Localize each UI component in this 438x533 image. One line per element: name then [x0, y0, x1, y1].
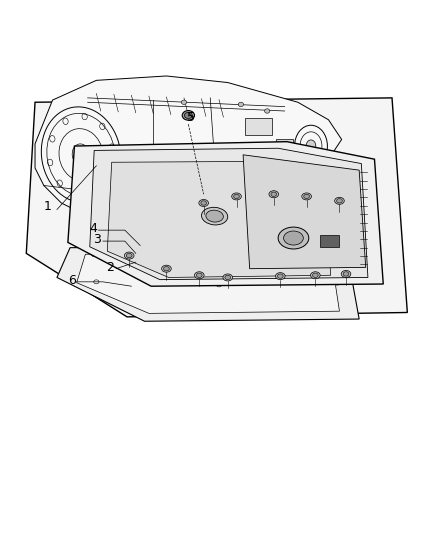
Text: 3: 3: [93, 233, 101, 246]
Polygon shape: [26, 98, 407, 317]
Ellipse shape: [201, 207, 228, 225]
Ellipse shape: [313, 273, 318, 278]
Bar: [245, 118, 272, 135]
Ellipse shape: [162, 265, 171, 272]
Ellipse shape: [199, 199, 208, 206]
Ellipse shape: [343, 272, 349, 276]
Text: 6: 6: [68, 274, 76, 287]
Ellipse shape: [269, 191, 279, 198]
Ellipse shape: [341, 270, 351, 278]
Ellipse shape: [201, 201, 207, 205]
Polygon shape: [57, 247, 359, 321]
Polygon shape: [77, 253, 339, 313]
Ellipse shape: [335, 197, 344, 204]
Ellipse shape: [206, 210, 223, 222]
Ellipse shape: [336, 199, 343, 203]
Polygon shape: [68, 142, 383, 286]
Ellipse shape: [279, 192, 282, 197]
Polygon shape: [35, 76, 342, 231]
Text: 5: 5: [187, 111, 195, 124]
Ellipse shape: [284, 231, 304, 245]
Ellipse shape: [232, 193, 241, 200]
Polygon shape: [90, 148, 368, 280]
Ellipse shape: [182, 110, 194, 120]
Ellipse shape: [276, 273, 285, 280]
Ellipse shape: [296, 192, 300, 197]
Polygon shape: [107, 161, 331, 278]
Polygon shape: [243, 155, 366, 269]
Ellipse shape: [311, 272, 320, 279]
Ellipse shape: [287, 192, 291, 197]
Ellipse shape: [163, 266, 169, 271]
Ellipse shape: [196, 273, 202, 278]
Ellipse shape: [271, 192, 277, 197]
Ellipse shape: [184, 112, 192, 118]
Bar: [276, 140, 293, 150]
Ellipse shape: [278, 274, 283, 278]
Ellipse shape: [181, 100, 187, 104]
Ellipse shape: [278, 227, 309, 249]
Text: 1: 1: [44, 200, 52, 213]
Ellipse shape: [225, 275, 231, 280]
Ellipse shape: [302, 193, 311, 200]
Text: 4: 4: [89, 222, 97, 235]
Ellipse shape: [234, 194, 239, 199]
Ellipse shape: [126, 253, 132, 258]
Ellipse shape: [265, 109, 270, 113]
Ellipse shape: [304, 194, 309, 199]
Ellipse shape: [306, 140, 316, 152]
Ellipse shape: [194, 272, 204, 279]
Text: 2: 2: [106, 261, 114, 274]
Bar: [320, 235, 339, 247]
Ellipse shape: [223, 274, 233, 281]
Ellipse shape: [124, 252, 134, 259]
Ellipse shape: [238, 102, 244, 107]
